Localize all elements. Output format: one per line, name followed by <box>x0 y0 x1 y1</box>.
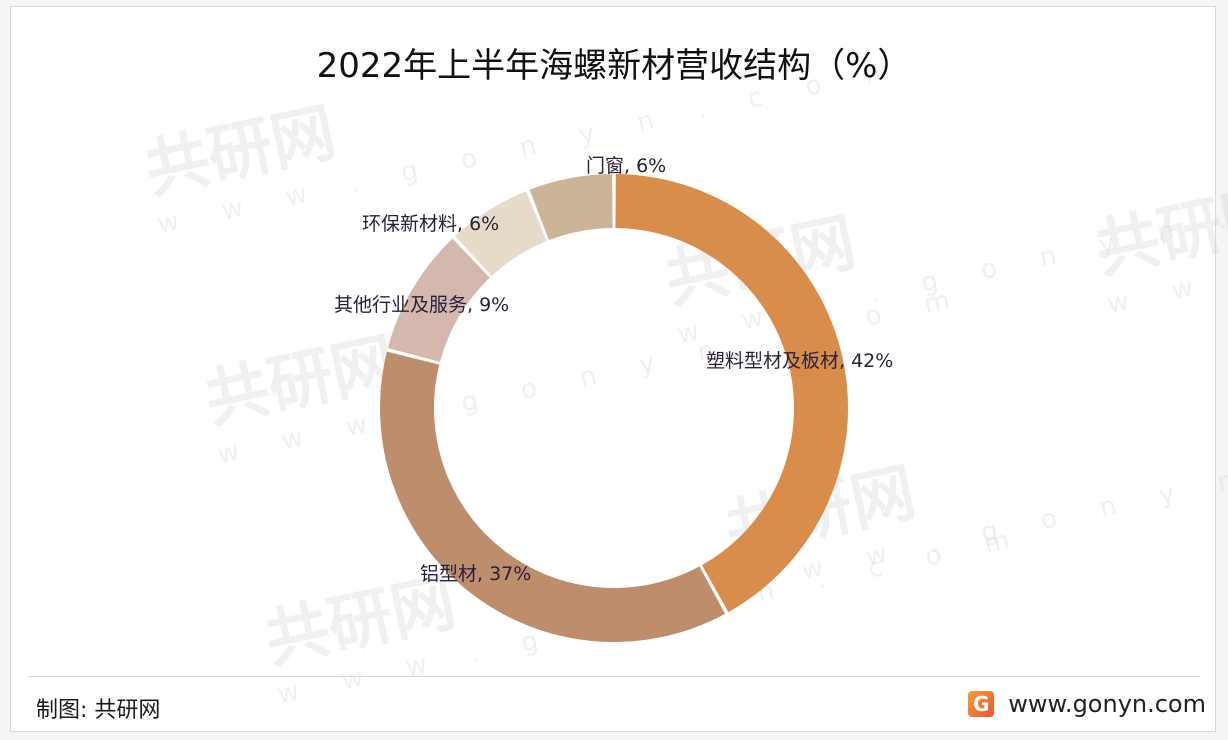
brand: G www.gonyn.com <box>968 690 1206 718</box>
donut-segment <box>380 351 726 642</box>
brand-logo-icon: G <box>968 691 995 717</box>
donut-segment <box>387 238 490 362</box>
chart-credit: 制图: 共研网 <box>36 698 161 723</box>
donut-segments <box>380 174 849 642</box>
data-label: 环保新材料, 6% <box>362 213 499 235</box>
chart-title: 2022年上半年海螺新材营收结构（%） <box>316 46 912 86</box>
data-label: 铝型材, 37% <box>420 563 531 585</box>
data-label: 门窗, 6% <box>586 155 666 177</box>
footer-divider <box>28 676 1200 677</box>
data-label: 塑料型材及板材, 42% <box>706 350 893 372</box>
data-labels: 塑料型材及板材, 42% 铝型材, 37% 其他行业及服务, 9% 环保新材料, 6%… <box>334 155 893 585</box>
brand-url: www.gonyn.com <box>1008 690 1206 718</box>
donut-segment <box>455 191 547 276</box>
donut-segment <box>615 174 849 613</box>
data-label: 其他行业及服务, 9% <box>334 294 509 316</box>
donut-segment <box>529 174 613 241</box>
